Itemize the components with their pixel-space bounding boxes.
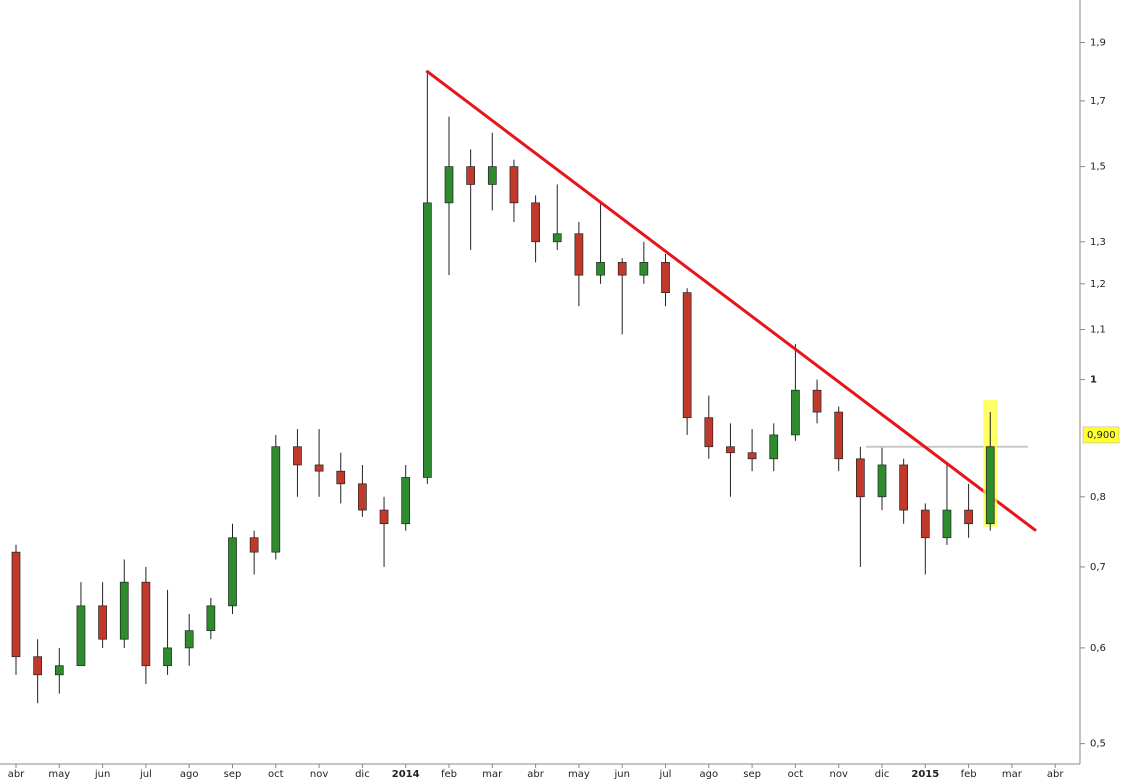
candle-body: [293, 446, 302, 466]
candle-body: [877, 464, 887, 498]
x-tick-label: feb: [441, 769, 457, 780]
x-tick-label: may: [48, 769, 70, 780]
candle-body: [98, 605, 107, 640]
candle-body: [509, 166, 519, 204]
x-tick-label: 2014: [392, 769, 420, 780]
candle-body: [163, 647, 172, 667]
candle-body: [228, 537, 237, 607]
candle-body: [314, 464, 324, 472]
candle-body: [661, 262, 670, 294]
candle-body: [985, 446, 995, 525]
candle-body: [552, 233, 562, 243]
x-tick-label: abr: [527, 769, 544, 780]
last-price-box: [1082, 426, 1120, 444]
candle-body: [401, 477, 411, 525]
candle-body: [769, 434, 779, 460]
x-tick-label: feb: [961, 769, 977, 780]
candle-body: [184, 630, 194, 649]
candle-body: [726, 446, 735, 454]
x-tick-label: jun: [94, 769, 110, 780]
x-tick-label: abr: [1047, 769, 1064, 780]
candle-body: [596, 262, 605, 276]
x-tick-label: nov: [830, 769, 848, 780]
y-tick-label: 0,8: [1090, 492, 1106, 503]
candle-body: [11, 551, 21, 658]
x-tick-label: jul: [139, 769, 152, 780]
x-tick-label: mar: [482, 769, 503, 780]
x-tick-label: ago: [180, 769, 199, 780]
x-tick-label: dic: [355, 769, 370, 780]
x-tick-label: sep: [743, 769, 761, 780]
y-tick-label: 0,7: [1090, 562, 1106, 573]
candle-body: [812, 389, 822, 413]
y-tick-label: 1,5: [1090, 162, 1106, 173]
candle-body: [791, 389, 800, 436]
x-tick-label: abr: [8, 769, 25, 780]
last-price-label: 0,900: [1087, 430, 1116, 441]
candle-body: [834, 411, 844, 460]
candle-body: [249, 537, 259, 553]
candle-body: [487, 166, 497, 185]
x-tick-label: sep: [224, 769, 242, 780]
x-tick-label: jul: [659, 769, 672, 780]
candle-body: [444, 166, 454, 204]
y-tick-label: 1,9: [1090, 37, 1106, 48]
x-tick-label: 2015: [911, 769, 939, 780]
candle-body: [531, 202, 540, 243]
trendline: [425, 69, 1037, 532]
candle-body: [466, 166, 475, 185]
candle-body: [141, 581, 151, 667]
candle-body: [358, 483, 367, 511]
y-tick-label: 1,7: [1090, 96, 1106, 107]
candle-body: [336, 470, 346, 485]
candle-body: [704, 417, 714, 448]
candle-body: [119, 581, 129, 640]
candle-body: [423, 202, 432, 478]
candle-body: [855, 458, 865, 498]
x-tick-label: oct: [788, 769, 804, 780]
candle-body: [379, 509, 389, 525]
candle-body: [920, 509, 930, 539]
candle-body: [33, 656, 43, 676]
candle-body: [682, 292, 692, 419]
candle-body: [574, 233, 584, 276]
x-tick-label: may: [568, 769, 590, 780]
candle-body: [747, 452, 757, 460]
candle-body: [639, 262, 649, 276]
candle-body: [76, 605, 86, 667]
x-tick-label: nov: [310, 769, 328, 780]
x-tick-label: oct: [268, 769, 284, 780]
y-tick-label: 1,2: [1090, 279, 1106, 290]
candle-body: [54, 665, 64, 676]
x-tick-label: jun: [613, 769, 629, 780]
y-tick-label: 0,5: [1090, 739, 1106, 750]
x-tick-label: ago: [700, 769, 719, 780]
candle-body: [271, 446, 281, 553]
candle-body: [206, 605, 216, 632]
candle-body: [617, 262, 627, 276]
candle-body: [942, 509, 952, 539]
candle-body: [964, 509, 973, 525]
y-tick-label: 1,3: [1090, 237, 1106, 248]
x-tick-label: mar: [1002, 769, 1023, 780]
x-tick-label: dic: [875, 769, 890, 780]
y-tick-label: 0,6: [1090, 643, 1106, 654]
y-tick-label: 1: [1090, 375, 1097, 386]
candle-body: [899, 464, 909, 511]
y-tick-label: 1,1: [1090, 325, 1106, 336]
